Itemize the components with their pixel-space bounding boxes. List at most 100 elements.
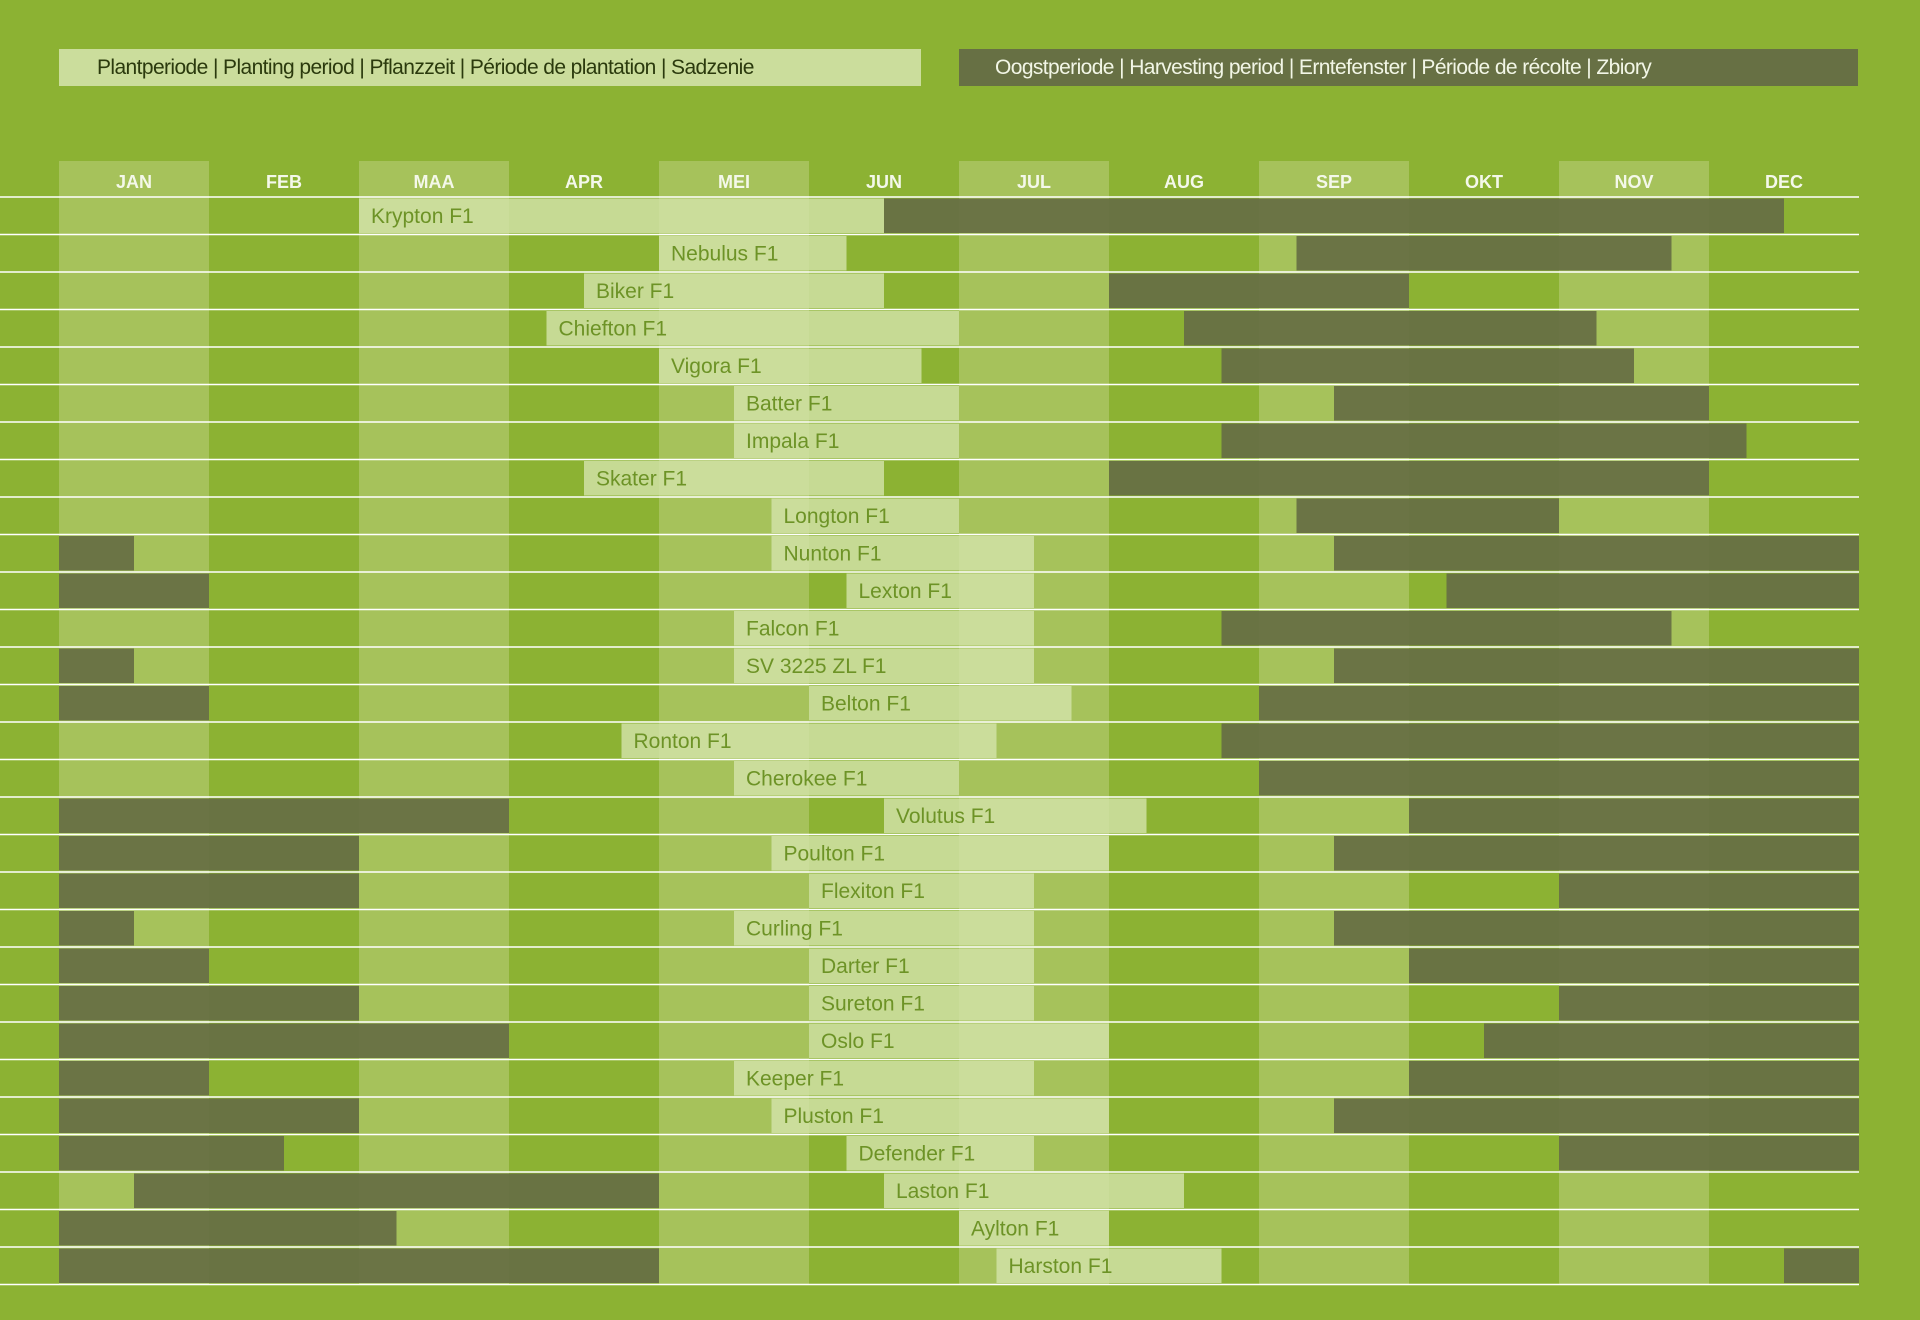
harvest-bar (1334, 1098, 1859, 1133)
variety-label: Curling F1 (746, 917, 843, 940)
variety-label: Flexiton F1 (821, 880, 925, 903)
harvest-bar (1221, 423, 1747, 458)
planting-bar (734, 761, 959, 796)
planting-bar (809, 948, 1034, 983)
harvest-bar (1446, 573, 1859, 608)
variety-label: Krypton F1 (371, 205, 474, 228)
variety-label: Defender F1 (859, 1142, 976, 1165)
variety-label: Pluston F1 (784, 1105, 884, 1128)
planting-bar (659, 348, 922, 383)
variety-label: Falcon F1 (746, 617, 839, 640)
harvest-bar (59, 1098, 359, 1133)
month-label: JAN (116, 172, 152, 192)
harvest-bar (134, 1173, 659, 1208)
planting-bar (809, 686, 1072, 721)
planting-bar (734, 423, 959, 458)
legend-planting-label: Plantperiode | Planting period | Pflanzz… (97, 55, 754, 79)
harvest-bar (1296, 498, 1559, 533)
planting-bar (884, 1173, 1184, 1208)
harvest-bar (1334, 648, 1859, 683)
month-label: DEC (1765, 172, 1803, 192)
harvest-bar (1109, 273, 1409, 308)
planting-bar (734, 1061, 1034, 1096)
planting-bar (546, 311, 959, 346)
planting-bar (771, 1098, 1109, 1133)
harvest-bar (1259, 761, 1859, 796)
harvest-bar (59, 986, 359, 1021)
variety-label: Volutus F1 (896, 805, 995, 828)
month-label: AUG (1164, 172, 1204, 192)
variety-label: Nunton F1 (784, 542, 882, 565)
harvest-bar (59, 1136, 284, 1171)
harvest-bar (59, 836, 359, 871)
harvest-bar (59, 873, 359, 908)
planting-bar (621, 723, 997, 758)
planting-bar (959, 1211, 1109, 1246)
variety-label: Sureton F1 (821, 992, 925, 1015)
variety-label: Poulton F1 (784, 842, 886, 865)
harvest-bar (1409, 798, 1859, 833)
planting-bar (846, 1136, 1034, 1171)
harvest-bar (1259, 686, 1859, 721)
planting-bar (771, 536, 1034, 571)
harvest-bar (59, 686, 209, 721)
variety-label: Laston F1 (896, 1180, 989, 1203)
legend-harvest: Oogstperiode | Harvesting period | Ernte… (959, 49, 1858, 86)
month-label: NOV (1614, 172, 1653, 192)
month-label: OKT (1465, 172, 1503, 192)
planting-bar (734, 386, 959, 421)
planting-bar (884, 798, 1147, 833)
variety-label: Chiefton F1 (559, 317, 668, 340)
harvest-bar (1409, 948, 1859, 983)
planting-bar (659, 236, 847, 271)
variety-label: Nebulus F1 (671, 242, 778, 265)
month-label: JUN (866, 172, 902, 192)
harvest-bar (59, 648, 134, 683)
harvest-bar (1334, 386, 1709, 421)
harvest-bar (59, 948, 209, 983)
variety-label: Harston F1 (1009, 1255, 1113, 1278)
harvest-bar (1109, 461, 1709, 496)
harvest-bar (884, 198, 1784, 233)
variety-label: Keeper F1 (746, 1067, 844, 1090)
variety-label: Oslo F1 (821, 1030, 895, 1053)
harvest-bar (1784, 1248, 1859, 1283)
variety-label: Cherokee F1 (746, 767, 867, 790)
planting-bar (996, 1248, 1222, 1283)
harvest-bar (1221, 348, 1634, 383)
variety-label: Biker F1 (596, 280, 674, 303)
harvest-bar (1334, 911, 1859, 946)
legend-harvest-label: Oogstperiode | Harvesting period | Ernte… (995, 55, 1652, 79)
variety-label: Darter F1 (821, 955, 910, 978)
harvest-bar (1296, 236, 1672, 271)
planting-bar (771, 498, 959, 533)
planting-bar (584, 273, 884, 308)
month-label: SEP (1316, 172, 1352, 192)
harvest-bar (59, 911, 134, 946)
harvest-bar (59, 573, 209, 608)
planting-bar (734, 648, 1034, 683)
harvest-bar (59, 798, 509, 833)
planting-bar (809, 873, 1034, 908)
month-label: APR (565, 172, 603, 192)
harvest-bar (59, 1023, 509, 1058)
month-label: JUL (1017, 172, 1051, 192)
planting-bar (359, 198, 884, 233)
harvest-bar (1559, 1136, 1859, 1171)
month-label: MAA (414, 172, 455, 192)
planting-bar (734, 611, 1034, 646)
variety-label: Batter F1 (746, 392, 832, 415)
month-label: MEI (718, 172, 750, 192)
harvest-bar (1184, 311, 1597, 346)
variety-label: Ronton F1 (634, 730, 732, 753)
month-label: FEB (266, 172, 302, 192)
harvest-bar (59, 536, 134, 571)
harvest-bar (1484, 1023, 1859, 1058)
planting-bar (771, 836, 1109, 871)
harvest-bar (1409, 1061, 1859, 1096)
harvest-bar (59, 1248, 659, 1283)
legend-planting: Plantperiode | Planting period | Pflanzz… (59, 49, 921, 86)
harvest-bar (59, 1211, 397, 1246)
variety-label: SV 3225 ZL F1 (746, 655, 886, 678)
